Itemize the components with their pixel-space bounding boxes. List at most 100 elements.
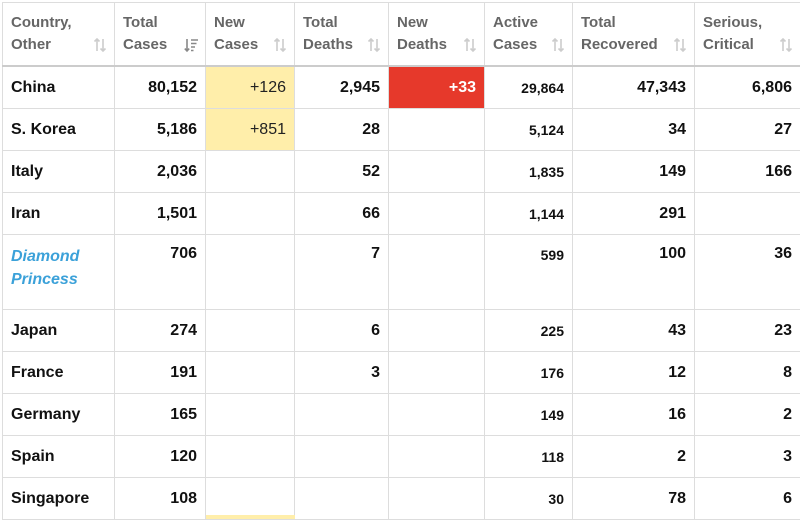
cell-serious-critical: 6 bbox=[695, 478, 800, 520]
header-total-deaths-line1: Total bbox=[303, 12, 366, 34]
table-row: Iran 1,501 66 1,144 291 bbox=[3, 193, 800, 235]
cell-total-recovered: 100 bbox=[573, 235, 695, 310]
cell-total-deaths bbox=[295, 436, 389, 478]
cell-serious-critical: 36 bbox=[695, 235, 800, 310]
header-total-recovered-line1: Total bbox=[581, 12, 672, 34]
cell-new-deaths bbox=[389, 109, 485, 151]
sort-both-icon[interactable] bbox=[93, 37, 107, 53]
header-country-line2: Other bbox=[11, 34, 92, 56]
header-country-line1: Country, bbox=[11, 12, 92, 34]
table-row: S. Korea 5,186 +851 28 5,124 34 27 bbox=[3, 109, 800, 151]
cell-country: Germany bbox=[3, 394, 115, 436]
sort-both-icon[interactable] bbox=[273, 37, 287, 53]
cell-country: Italy bbox=[3, 151, 115, 193]
cell-new-cases: +126 bbox=[206, 66, 295, 109]
table-row: Singapore 108 30 78 6 bbox=[3, 478, 800, 520]
cell-total-cases: 274 bbox=[115, 310, 206, 352]
cell-total-recovered: 78 bbox=[573, 478, 695, 520]
table-row: Italy 2,036 52 1,835 149 166 bbox=[3, 151, 800, 193]
cell-new-cases bbox=[206, 235, 295, 310]
cell-active-cases: 30 bbox=[485, 478, 573, 520]
cell-new-deaths bbox=[389, 235, 485, 310]
header-serious-critical[interactable]: Serious, Critical bbox=[695, 3, 800, 67]
country-link[interactable]: Diamond Princess bbox=[11, 245, 106, 291]
cell-country: Diamond Princess bbox=[3, 235, 115, 310]
sort-descending-icon[interactable] bbox=[184, 37, 198, 53]
cell-serious-critical: 2 bbox=[695, 394, 800, 436]
header-total-deaths[interactable]: Total Deaths bbox=[295, 3, 389, 67]
cell-serious-critical: 166 bbox=[695, 151, 800, 193]
cell-total-deaths: 2,945 bbox=[295, 66, 389, 109]
cell-new-deaths bbox=[389, 436, 485, 478]
cell-new-deaths bbox=[389, 193, 485, 235]
cell-total-deaths: 28 bbox=[295, 109, 389, 151]
cell-total-deaths: 52 bbox=[295, 151, 389, 193]
sort-both-icon[interactable] bbox=[551, 37, 565, 53]
new-cases-highlight-strip bbox=[206, 515, 295, 519]
header-serious-critical-line2: Critical bbox=[703, 34, 778, 56]
header-country[interactable]: Country, Other bbox=[3, 3, 115, 67]
header-total-recovered[interactable]: Total Recovered bbox=[573, 3, 695, 67]
table-row: Spain 120 118 2 3 bbox=[3, 436, 800, 478]
cell-country: Japan bbox=[3, 310, 115, 352]
cell-total-deaths: 7 bbox=[295, 235, 389, 310]
header-total-cases[interactable]: Total Cases bbox=[115, 3, 206, 67]
sort-both-icon[interactable] bbox=[463, 37, 477, 53]
cell-country: Spain bbox=[3, 436, 115, 478]
cell-new-deaths bbox=[389, 310, 485, 352]
cell-total-recovered: 34 bbox=[573, 109, 695, 151]
sort-both-icon[interactable] bbox=[673, 37, 687, 53]
cell-total-cases: 2,036 bbox=[115, 151, 206, 193]
cell-country: Iran bbox=[3, 193, 115, 235]
header-new-cases-line1: New bbox=[214, 12, 272, 34]
table-row: Germany 165 149 16 2 bbox=[3, 394, 800, 436]
cell-new-deaths bbox=[389, 394, 485, 436]
cell-new-deaths bbox=[389, 352, 485, 394]
header-total-cases-line2: Cases bbox=[123, 34, 183, 56]
header-active-cases[interactable]: Active Cases bbox=[485, 3, 573, 67]
cell-active-cases: 176 bbox=[485, 352, 573, 394]
cell-country: Singapore bbox=[3, 478, 115, 520]
table-row: France 191 3 176 12 8 bbox=[3, 352, 800, 394]
sort-both-icon[interactable] bbox=[367, 37, 381, 53]
cell-active-cases: 29,864 bbox=[485, 66, 573, 109]
cell-total-deaths: 66 bbox=[295, 193, 389, 235]
cell-total-cases: 5,186 bbox=[115, 109, 206, 151]
cell-total-recovered: 47,343 bbox=[573, 66, 695, 109]
cell-active-cases: 1,144 bbox=[485, 193, 573, 235]
cell-new-cases bbox=[206, 394, 295, 436]
header-active-cases-line2: Cases bbox=[493, 34, 550, 56]
header-new-deaths[interactable]: New Deaths bbox=[389, 3, 485, 67]
table-header-row: Country, Other Total Cases New Cases Tot… bbox=[3, 3, 800, 67]
cell-total-cases: 706 bbox=[115, 235, 206, 310]
sort-both-icon[interactable] bbox=[779, 37, 793, 53]
cell-total-recovered: 291 bbox=[573, 193, 695, 235]
cell-serious-critical: 6,806 bbox=[695, 66, 800, 109]
cell-total-recovered: 43 bbox=[573, 310, 695, 352]
cell-country: France bbox=[3, 352, 115, 394]
cell-new-cases: +851 bbox=[206, 109, 295, 151]
cell-total-recovered: 2 bbox=[573, 436, 695, 478]
cell-new-cases bbox=[206, 352, 295, 394]
cell-total-deaths bbox=[295, 394, 389, 436]
cell-country: S. Korea bbox=[3, 109, 115, 151]
table-row: Japan 274 6 225 43 23 bbox=[3, 310, 800, 352]
header-total-recovered-line2: Recovered bbox=[581, 34, 672, 56]
cell-serious-critical: 3 bbox=[695, 436, 800, 478]
header-total-deaths-line2: Deaths bbox=[303, 34, 366, 56]
cell-new-deaths bbox=[389, 151, 485, 193]
cell-total-cases: 80,152 bbox=[115, 66, 206, 109]
header-new-cases[interactable]: New Cases bbox=[206, 3, 295, 67]
cell-total-cases: 1,501 bbox=[115, 193, 206, 235]
cell-total-cases: 165 bbox=[115, 394, 206, 436]
cell-new-deaths bbox=[389, 478, 485, 520]
cell-active-cases: 5,124 bbox=[485, 109, 573, 151]
table-row: Diamond Princess 706 7 599 100 36 bbox=[3, 235, 800, 310]
cell-total-deaths: 3 bbox=[295, 352, 389, 394]
cell-active-cases: 1,835 bbox=[485, 151, 573, 193]
cell-new-cases bbox=[206, 436, 295, 478]
header-total-cases-line1: Total bbox=[123, 12, 183, 34]
cell-total-recovered: 149 bbox=[573, 151, 695, 193]
header-new-deaths-line2: Deaths bbox=[397, 34, 462, 56]
